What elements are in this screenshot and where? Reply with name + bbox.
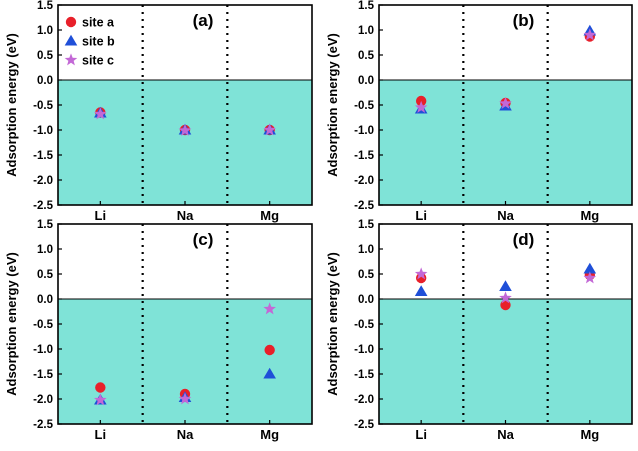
category-label-li: Li: [415, 208, 427, 223]
category-label-mg: Mg: [260, 427, 279, 442]
point-site-a-mg: [264, 344, 275, 356]
point-site-c-mg: [583, 28, 597, 41]
panel-a: 1.5 1.0 0.5 0.0 -0.5 -1.0 -1.5 -2.0 -2.5 Li Na Mg Ad…: [4, 0, 313, 223]
y-axis-label: Adsorption energy (eV): [4, 33, 19, 177]
category-label-na: Na: [177, 208, 194, 223]
y-tick-label: -1.5: [354, 150, 374, 162]
y-tick-label: 0.0: [37, 75, 53, 87]
y-tick-label: -2.0: [354, 394, 374, 406]
point-site-c-mg: [263, 123, 276, 136]
point-site-c-na: [178, 123, 192, 136]
y-tick-label: 1.5: [37, 219, 54, 231]
legend-label: site a: [82, 16, 115, 30]
point-site-c-li: [94, 107, 107, 120]
category-label-na: Na: [497, 208, 514, 223]
y-tick-label: -2.0: [354, 175, 374, 187]
y-tick-label: 1.0: [37, 25, 53, 37]
point-site-c-li: [414, 100, 428, 113]
y-tick-label: 1.0: [37, 244, 53, 256]
panel-label: (a): [193, 11, 214, 30]
y-tick-label: -2.5: [354, 200, 374, 212]
y-tick-label: 0.5: [358, 269, 375, 281]
category-label-li: Li: [415, 427, 427, 442]
negative-region-fill: [58, 80, 312, 205]
y-tick-label: -1.0: [354, 344, 374, 356]
y-tick-label: 1.5: [358, 0, 375, 12]
y-tick-label: -0.5: [33, 319, 53, 331]
legend-label: site c: [82, 54, 114, 68]
panel-d: 1.5 1.0 0.5 0.0 -0.5 -1.0 -1.5 -2.0 -2.5 Li Na Mg Ad…: [325, 219, 633, 442]
point-site-b-na: [499, 280, 512, 292]
category-label-mg: Mg: [580, 208, 599, 223]
y-tick-label: -0.5: [354, 100, 374, 112]
point-site-b-li: [414, 285, 428, 297]
y-tick-label: 0.5: [358, 50, 375, 62]
y-tick-label: -1.0: [354, 125, 374, 137]
panel-b: 1.5 1.0 0.5 0.0 -0.5 -1.0 -1.5 -2.0 -2.5 Li Na Mg Ad…: [325, 0, 633, 223]
y-tick-label: 0.0: [358, 75, 374, 87]
panel-label: (b): [513, 11, 535, 30]
point-site-c-na: [499, 96, 512, 109]
point-site-b-mg: [583, 262, 597, 274]
y-tick-label: -2.0: [33, 175, 53, 187]
category-label-li: Li: [95, 208, 107, 223]
y-tick-label: -0.5: [33, 100, 53, 112]
y-tick-label: -1.5: [354, 369, 374, 381]
y-axis-label: Adsorption energy (eV): [325, 33, 340, 177]
y-tick-label: -1.0: [33, 344, 53, 356]
point-site-c-mg: [263, 302, 276, 315]
y-tick-label: 1.0: [358, 25, 374, 37]
negative-region-fill: [58, 299, 312, 424]
y-tick-label: -2.5: [33, 419, 53, 431]
negative-region-fill: [379, 299, 632, 424]
category-label-mg: Mg: [580, 427, 599, 442]
y-axis-label: Adsorption energy (eV): [4, 252, 19, 396]
y-tick-label: 0.0: [37, 294, 53, 306]
panel-label: (d): [513, 230, 535, 249]
legend-marker-site-c: [64, 53, 78, 66]
point-site-c-li: [414, 267, 428, 280]
panel-label: (c): [193, 230, 214, 249]
legend-marker-site-b: [64, 34, 78, 46]
legend-label: site b: [82, 35, 115, 49]
y-tick-label: -1.5: [33, 369, 53, 381]
legend-marker-site-a: [65, 16, 77, 28]
point-site-c-mg: [583, 271, 597, 284]
y-tick-label: 1.5: [37, 0, 54, 12]
y-tick-label: -2.5: [33, 200, 53, 212]
y-tick-label: -2.5: [354, 419, 374, 431]
y-tick-label: 0.5: [37, 50, 54, 62]
y-tick-label: -1.0: [33, 125, 53, 137]
point-site-c-na: [499, 291, 512, 304]
y-tick-label: 1.5: [358, 219, 375, 231]
y-tick-label: -1.5: [33, 150, 53, 162]
y-tick-label: 0.0: [358, 294, 374, 306]
y-tick-label: 0.5: [37, 269, 54, 281]
category-label-li: Li: [95, 427, 107, 442]
point-site-c-na: [178, 392, 192, 405]
point-site-a-na: [500, 299, 511, 311]
y-axis-label: Adsorption energy (eV): [325, 252, 340, 396]
category-label-na: Na: [177, 427, 194, 442]
y-tick-label: -0.5: [354, 319, 374, 331]
category-label-na: Na: [497, 427, 514, 442]
legend: site a site b site c: [64, 16, 115, 68]
point-site-b-mg: [263, 367, 276, 379]
point-site-a-li: [95, 382, 106, 393]
category-label-mg: Mg: [260, 208, 279, 223]
y-tick-label: 1.0: [358, 244, 374, 256]
panel-c: 1.5 1.0 0.5 0.0 -0.5 -1.0 -1.5 -2.0 -2.5 Li Na Mg Ad…: [4, 219, 313, 442]
y-tick-label: -2.0: [33, 394, 53, 406]
point-site-c-li: [94, 393, 107, 406]
